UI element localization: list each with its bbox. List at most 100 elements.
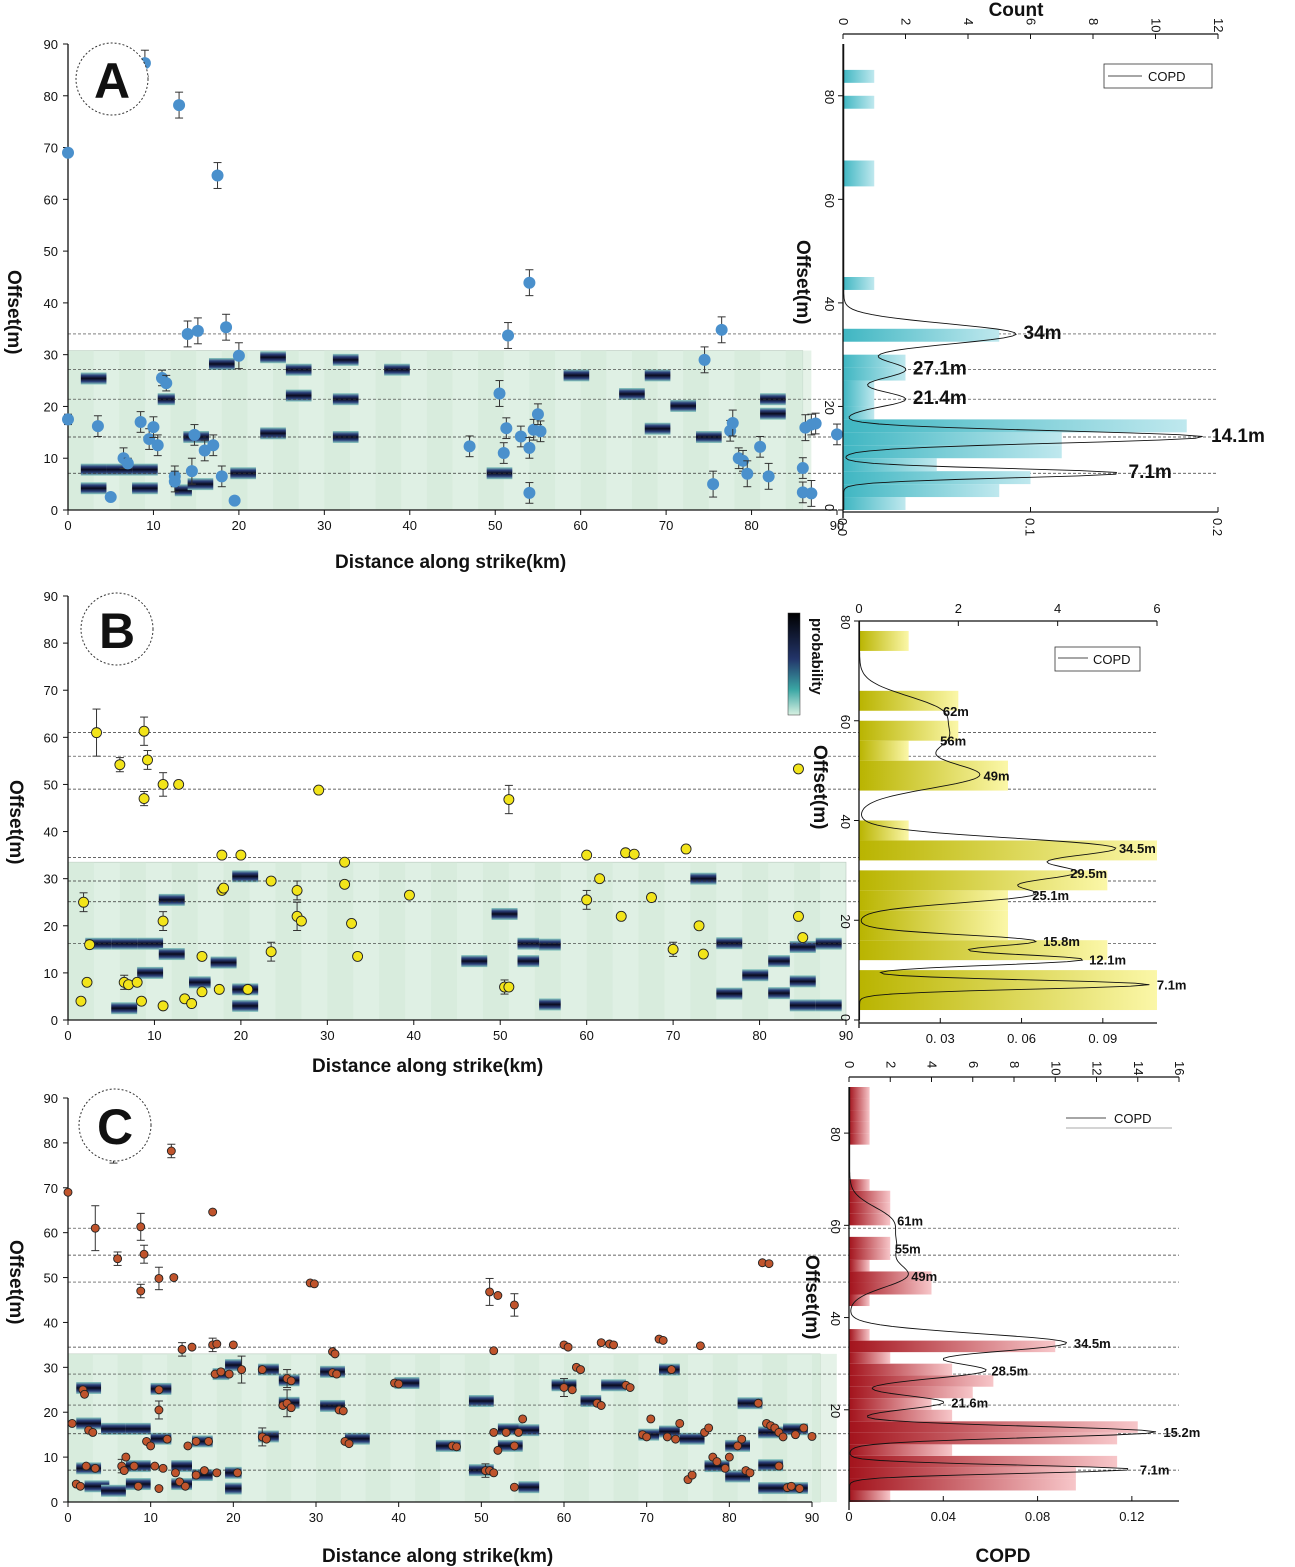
panel-b-x-tick-label: 30 <box>320 1028 334 1043</box>
panel-a-heat-cell <box>384 363 410 376</box>
panel-c-copd-curve <box>849 1087 1157 1502</box>
panel-b-heat-cell <box>768 955 790 968</box>
panel-b-heat-cell <box>491 908 518 920</box>
panel-b-histogram-bar <box>859 890 1008 911</box>
panel-a-count-tick-label: 8 <box>1086 18 1101 25</box>
panel-a-data-point <box>151 439 164 452</box>
panel-c-data-point <box>139 1249 149 1259</box>
panel-a-heatmap-stripe <box>375 350 402 510</box>
panel-a-heat-cell <box>285 389 312 402</box>
panel-a-heat-cell <box>760 393 786 406</box>
panel-c-data-point <box>183 1441 193 1451</box>
panel-b-data-point <box>404 889 415 901</box>
panel-b-heat-cell <box>232 999 259 1012</box>
panel-c-histogram-bar <box>849 1478 1076 1491</box>
panel-a-peak-label: 7.1m <box>1129 462 1172 483</box>
panel-b-heatmap-stripe <box>586 862 613 1020</box>
panel-a-y-tick-label: 20 <box>44 399 58 414</box>
panel-a-heat-cell <box>619 388 645 401</box>
panel-b-x-tick-label: 60 <box>579 1028 593 1043</box>
panel-c-histogram-bar <box>849 1098 870 1111</box>
panel-b-data-point <box>667 943 679 955</box>
panel-b-heatmap-stripe <box>431 862 457 1020</box>
panel-a-histogram-bar <box>843 484 1000 498</box>
panel-a-y-tick-label: 10 <box>44 451 58 466</box>
panel-c-badge <box>78 1088 152 1162</box>
panel-c-data-point <box>177 1344 187 1354</box>
panel-b-heat-cell <box>539 938 561 951</box>
panel-a-data-point <box>62 413 74 426</box>
panel-b-heat-cell <box>815 999 842 1012</box>
panel-b-heat-cell <box>789 975 816 988</box>
panel-b-x-tick-label: 0 <box>64 1028 71 1043</box>
panel-c-data-point <box>158 1463 168 1473</box>
panel-c-data-point <box>175 1477 185 1487</box>
panel-c-data-point <box>596 1401 606 1410</box>
panel-c-data-point <box>596 1338 606 1348</box>
panel-c-histogram-bar <box>849 1271 932 1283</box>
panel-c-data-point <box>286 1403 296 1413</box>
panel-a-data-point <box>104 491 117 504</box>
panel-a-offset-tick-label: 80 <box>822 90 837 104</box>
panel-c-y-tick-label: 80 <box>44 1136 58 1151</box>
panel-a-data-point <box>523 276 536 289</box>
panel-b-data-point <box>793 763 804 775</box>
panel-c-histogram-bar <box>849 1329 870 1341</box>
panel-c-data-point <box>332 1369 342 1379</box>
panel-b-side-y-title: Offset(m) <box>809 745 830 829</box>
panel-c-peak-label: 21.6m <box>951 1395 988 1410</box>
panel-c-data-point <box>518 1414 528 1424</box>
panel-c-histogram-bar <box>849 1179 870 1191</box>
panel-c-data-point <box>90 1223 100 1233</box>
panel-c-data-point <box>154 1274 164 1283</box>
panel-a-histogram-bar <box>843 471 1031 485</box>
panel-c-data-point <box>509 1441 519 1451</box>
panel-c-heatmap-stripe <box>464 1353 490 1502</box>
panel-c-data-point <box>154 1405 164 1415</box>
panel-b-data-point <box>196 986 208 998</box>
panel-a-heat-cell <box>187 478 214 491</box>
panel-b-y-tick-label: 30 <box>44 872 58 887</box>
panel-a-heat-cell <box>332 353 359 366</box>
panel-c-data-point <box>712 1457 722 1467</box>
panel-a-heat-cell <box>760 407 786 420</box>
panel-b-badge <box>80 592 154 666</box>
panel-b-label: B <box>99 603 135 659</box>
panel-a-x-tick-label: 30 <box>317 518 331 533</box>
panel-a-count-tick-label: 10 <box>1149 18 1164 32</box>
panel-a-data-point <box>463 440 476 453</box>
panel-a-data-point <box>805 487 818 500</box>
panel-a-count-tick-label: 0 <box>836 18 851 25</box>
panel-a-data-point <box>62 146 74 159</box>
panel-c-count-tick-label: 8 <box>1007 1061 1022 1068</box>
panel-a-y-title: Offset(m) <box>3 270 24 354</box>
panel-c-data-point <box>204 1436 213 1446</box>
panel-c-count-tick-label: 16 <box>1172 1061 1187 1075</box>
panel-b-copd-tick-label: 0. 03 <box>926 1031 955 1046</box>
panel-c-histogram-bar <box>849 1467 1076 1479</box>
panel-a-heatmap-stripe <box>426 350 453 510</box>
panel-b-heatmap-stripe <box>482 862 509 1020</box>
panel-c-count-tick-label: 14 <box>1131 1061 1146 1075</box>
panel-a-offset-tick-label: 40 <box>822 297 837 311</box>
panel-c-data-point <box>257 1365 267 1375</box>
panel-a-heatmap <box>67 350 812 511</box>
panel-c-data-point <box>563 1342 573 1352</box>
panel-b-data-point <box>242 983 254 995</box>
panel-c-offset-tick-label: 40 <box>828 1312 843 1326</box>
panel-b-data-point <box>138 793 150 805</box>
panel-c-data-point <box>704 1423 714 1433</box>
panel-a-histogram-bar <box>843 432 1062 446</box>
panel-c-heat-cell <box>225 1482 242 1495</box>
panel-c-peak-label: 15.2m <box>1163 1425 1200 1440</box>
panel-b-peak-label: 25.1m <box>1032 888 1069 903</box>
panel-a-data-point <box>207 439 220 452</box>
panel-a-data-point <box>228 494 241 507</box>
panel-a-x-tick-label: 60 <box>573 518 587 533</box>
panel-a-histogram-bar <box>843 277 875 290</box>
panel-c-axes: 0 10 20 30 40 50 60 70 80 90 0 10 20 30 40 50 60 70 80 90 <box>44 1091 820 1525</box>
panel-c-data-point <box>658 1335 668 1345</box>
panel-c-offset-tick-label: 60 <box>828 1219 843 1233</box>
panel-b-data-point <box>114 759 126 771</box>
panel-a-data-point <box>754 440 767 453</box>
